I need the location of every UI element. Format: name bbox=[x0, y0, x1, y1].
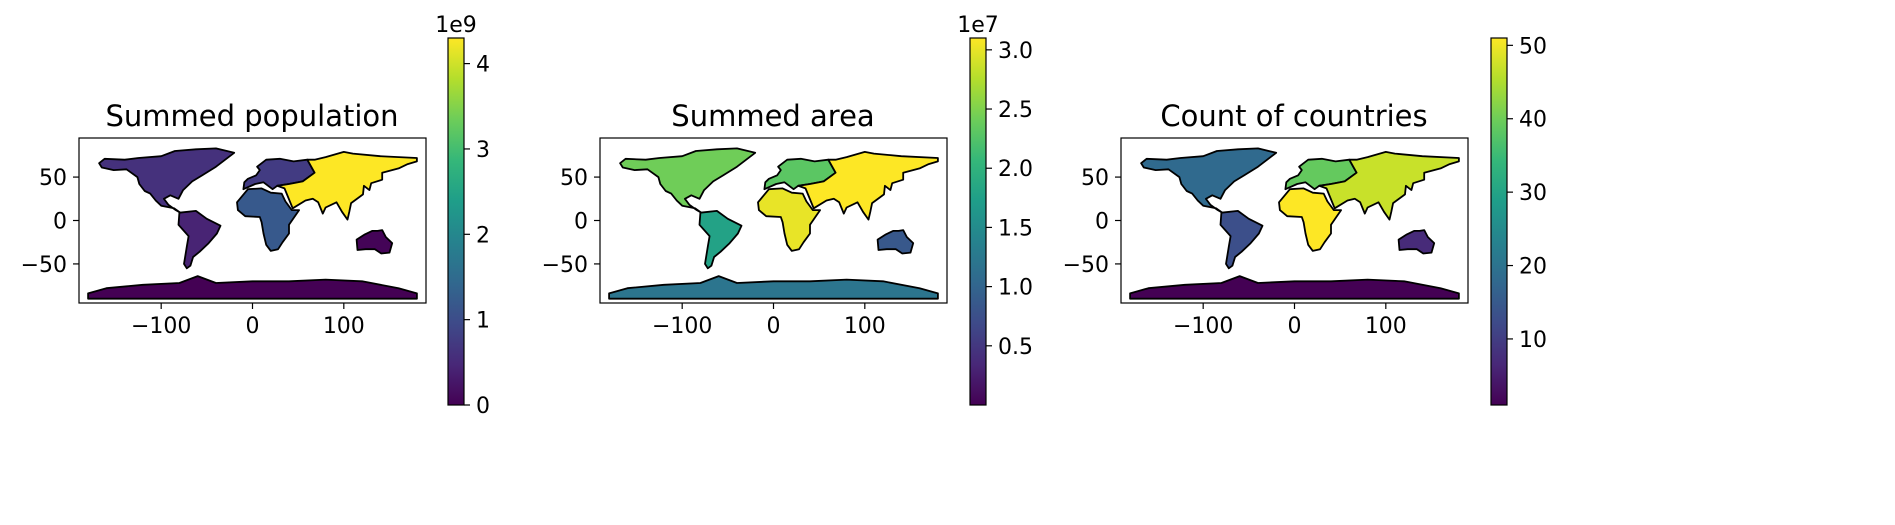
region-south-america bbox=[1219, 210, 1264, 270]
x-tick-label: 0 bbox=[1288, 314, 1302, 339]
y-tick-label: −50 bbox=[1063, 253, 1109, 278]
map-panel-3: Count of countries −100 0 100 50 0 −50 10 20 30 40… bbox=[1063, 34, 1547, 406]
region-oceania bbox=[876, 229, 915, 255]
x-tick-label: −100 bbox=[131, 314, 191, 339]
region-europe bbox=[763, 157, 837, 191]
colorbar-tick-label: 50 bbox=[1519, 34, 1547, 59]
region-africa bbox=[757, 187, 821, 252]
colorbar: 0 1 2 3 4 1e9 bbox=[435, 13, 490, 419]
colorbar-offset-label: 1e7 bbox=[957, 13, 999, 38]
y-tick-label: 0 bbox=[1095, 210, 1109, 235]
y-tick-label: 50 bbox=[39, 166, 67, 191]
region-north-america bbox=[619, 147, 757, 214]
colorbar-tick-label: 2.0 bbox=[998, 157, 1033, 182]
region-asia bbox=[276, 151, 418, 221]
colorbar-tick-label: 0.5 bbox=[998, 335, 1033, 360]
x-tick-label: −100 bbox=[1173, 314, 1233, 339]
region-north-america bbox=[1140, 147, 1278, 214]
region-europe bbox=[242, 157, 316, 191]
region-antarctica bbox=[1129, 275, 1460, 300]
region-africa bbox=[236, 187, 300, 252]
region-north-america bbox=[98, 147, 236, 214]
colorbar-tick-label: 4 bbox=[476, 53, 490, 78]
region-europe bbox=[1284, 157, 1358, 191]
region-asia bbox=[1318, 151, 1460, 221]
x-tick-label: 100 bbox=[1365, 314, 1407, 339]
colorbar-gradient bbox=[447, 37, 465, 406]
colorbar-tick-label: 0 bbox=[476, 394, 490, 419]
region-asia bbox=[797, 151, 939, 221]
colorbar-tick-label: 1 bbox=[476, 309, 490, 334]
colorbar-tick-label: 10 bbox=[1519, 328, 1547, 353]
y-tick-label: −50 bbox=[21, 253, 67, 278]
region-antarctica bbox=[87, 275, 418, 300]
region-oceania bbox=[1397, 229, 1436, 255]
colorbar-gradient bbox=[1490, 37, 1508, 406]
colorbar-tick-label: 2 bbox=[476, 223, 490, 248]
map-panel-2: Summed area −100 0 100 50 0 −50 0.5 1.0 1.5 2.0 2.5… bbox=[542, 13, 1033, 406]
region-south-america bbox=[698, 210, 743, 270]
y-tick-label: −50 bbox=[542, 253, 588, 278]
colorbar-tick-label: 2.5 bbox=[998, 98, 1033, 123]
colorbar-tick-label: 30 bbox=[1519, 181, 1547, 206]
colorbar-tick-label: 1.5 bbox=[998, 216, 1033, 241]
y-tick-label: 0 bbox=[53, 210, 67, 235]
colorbar-gradient bbox=[969, 37, 987, 406]
y-tick-label: 50 bbox=[560, 166, 588, 191]
colorbar-tick-label: 3 bbox=[476, 138, 490, 163]
x-tick-label: 100 bbox=[844, 314, 886, 339]
chart-title: Summed area bbox=[671, 99, 874, 133]
region-south-america bbox=[177, 210, 222, 270]
colorbar-tick-label: 20 bbox=[1519, 255, 1547, 280]
x-tick-label: 100 bbox=[323, 314, 365, 339]
region-antarctica bbox=[608, 275, 939, 300]
chart-title: Summed population bbox=[105, 99, 398, 133]
colorbar-tick-label: 1.0 bbox=[998, 276, 1033, 301]
x-tick-label: −100 bbox=[652, 314, 712, 339]
colorbar-offset-label: 1e9 bbox=[435, 13, 477, 38]
colorbar-tick-label: 3.0 bbox=[998, 39, 1033, 64]
colorbar: 10 20 30 40 50 bbox=[1490, 34, 1547, 406]
map-panel-1: Summed population −100 0 100 50 0 −50 0 1 2 3 4 1e9 bbox=[21, 13, 490, 419]
x-tick-label: 0 bbox=[767, 314, 781, 339]
x-tick-label: 0 bbox=[246, 314, 260, 339]
colorbar-tick-label: 40 bbox=[1519, 108, 1547, 133]
y-tick-label: 50 bbox=[1081, 166, 1109, 191]
region-oceania bbox=[355, 229, 394, 255]
chart-title: Count of countries bbox=[1160, 99, 1427, 133]
y-tick-label: 0 bbox=[574, 210, 588, 235]
region-africa bbox=[1278, 187, 1342, 252]
